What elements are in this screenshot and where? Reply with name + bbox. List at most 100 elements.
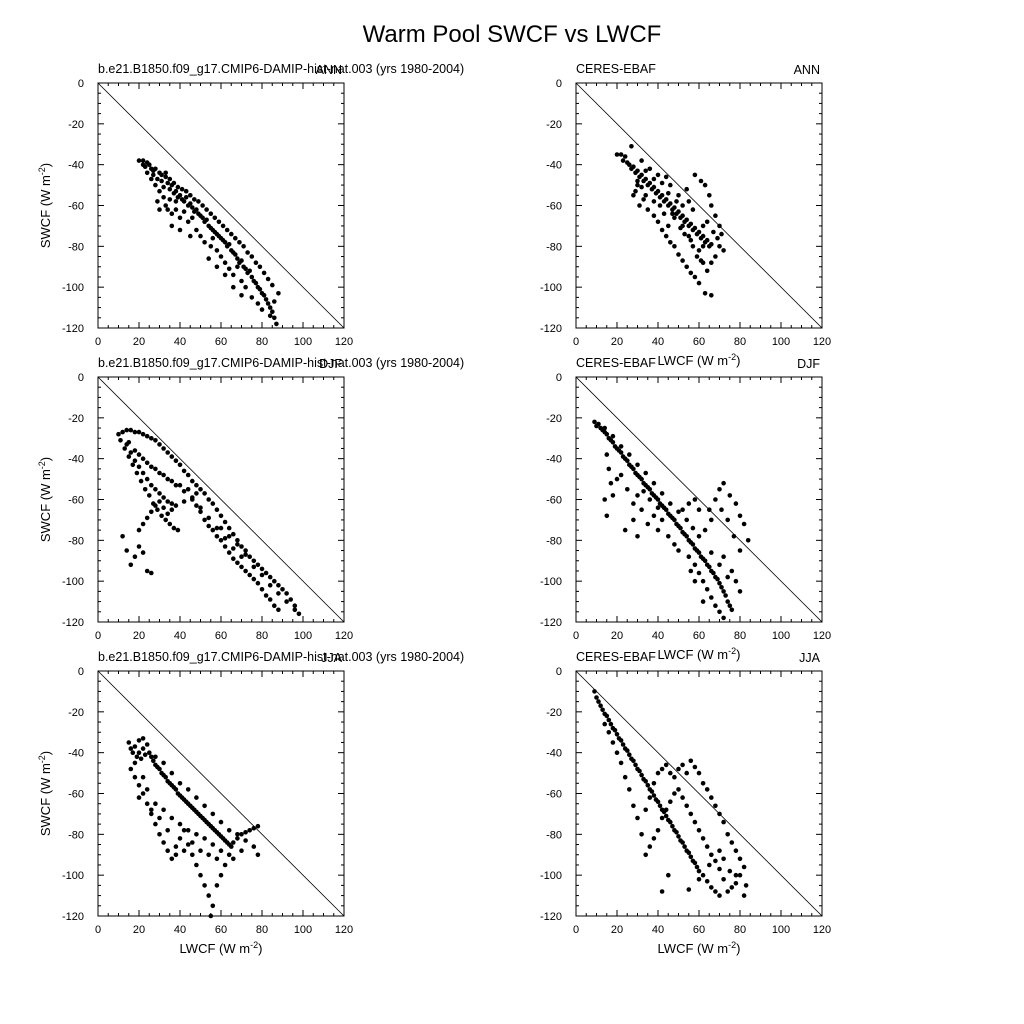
data-point (169, 856, 175, 862)
data-point (222, 544, 228, 549)
data-point (136, 429, 142, 435)
y-tick-label: -80 (546, 241, 562, 253)
data-point (157, 832, 162, 837)
data-point (173, 458, 179, 464)
data-point (700, 223, 706, 229)
data-point (200, 203, 205, 208)
data-point (144, 515, 150, 521)
data-point (151, 168, 156, 174)
data-point (157, 442, 162, 447)
data-point (226, 852, 232, 858)
data-point (717, 562, 722, 568)
x-tick-label: 20 (133, 924, 145, 936)
data-point (157, 188, 162, 194)
data-point (666, 872, 671, 878)
data-point (132, 760, 138, 766)
data-point (202, 836, 207, 841)
x-tick-label: 60 (693, 630, 705, 642)
y-tick-label: -60 (68, 789, 84, 801)
data-point (210, 903, 216, 909)
data-point (190, 495, 195, 500)
data-point (190, 215, 195, 221)
data-point (725, 517, 730, 523)
data-point (251, 564, 257, 570)
data-point (177, 227, 183, 233)
data-point (700, 578, 706, 584)
data-point (717, 609, 722, 615)
data-point (604, 431, 610, 437)
data-point (696, 248, 702, 253)
data-point (144, 787, 150, 792)
data-point (157, 207, 162, 212)
data-point (676, 193, 681, 198)
data-point (239, 832, 244, 837)
x-tick-label: 0 (573, 336, 579, 348)
data-point (239, 293, 244, 298)
data-point (280, 587, 285, 592)
x-tick-label: 80 (734, 630, 746, 642)
x-tick-label: 20 (133, 630, 145, 642)
data-point (651, 184, 657, 190)
data-point (173, 199, 179, 204)
data-point (717, 244, 722, 249)
data-point (218, 538, 224, 543)
data-point (631, 466, 636, 472)
data-point (198, 509, 203, 515)
data-point (676, 548, 681, 553)
data-point (284, 599, 289, 604)
data-point (202, 491, 207, 496)
data-point (702, 291, 708, 296)
data-point (149, 176, 154, 182)
data-point (247, 268, 252, 274)
data-point (610, 740, 616, 745)
data-point (666, 534, 671, 539)
data-point (659, 766, 665, 772)
data-point (226, 242, 232, 247)
x-tick-label: 40 (652, 630, 664, 642)
data-point (181, 468, 187, 474)
data-point (175, 184, 181, 190)
data-point (194, 227, 199, 233)
data-point (721, 856, 726, 862)
data-point (136, 452, 142, 457)
data-point (643, 852, 648, 858)
data-point (165, 511, 170, 517)
x-tick-label: 60 (215, 336, 227, 348)
data-point (663, 762, 669, 768)
data-point (696, 280, 702, 286)
data-point (259, 587, 265, 592)
data-point (263, 593, 269, 598)
data-point (651, 513, 657, 519)
x-tick-label: 40 (174, 336, 186, 348)
data-point (140, 431, 146, 437)
data-point (614, 750, 620, 755)
data-point (627, 162, 632, 167)
panel-season-label: JJA (799, 651, 821, 665)
data-point (251, 844, 257, 849)
data-point (194, 491, 199, 496)
data-point (721, 589, 726, 594)
data-point (663, 174, 669, 180)
data-point (243, 284, 248, 290)
x-axis-title-text: LWCF (W m (658, 647, 729, 662)
data-point (272, 578, 277, 584)
data-point (231, 556, 236, 561)
data-point (692, 562, 698, 568)
data-point (214, 525, 220, 531)
data-point (672, 205, 677, 210)
y-tick-label: -120 (62, 617, 84, 629)
data-point (713, 254, 718, 259)
data-point (643, 193, 648, 198)
data-point (206, 523, 211, 529)
data-point (239, 848, 244, 853)
data-point (602, 425, 607, 431)
x-tick-label: 120 (813, 924, 831, 936)
data-point (173, 852, 179, 858)
data-point (235, 264, 240, 270)
data-point (688, 270, 694, 276)
data-point (272, 315, 277, 321)
data-point (255, 562, 261, 568)
x-tick-label: 60 (693, 336, 705, 348)
y-tick-label: -100 (62, 870, 84, 882)
data-point (147, 750, 152, 755)
